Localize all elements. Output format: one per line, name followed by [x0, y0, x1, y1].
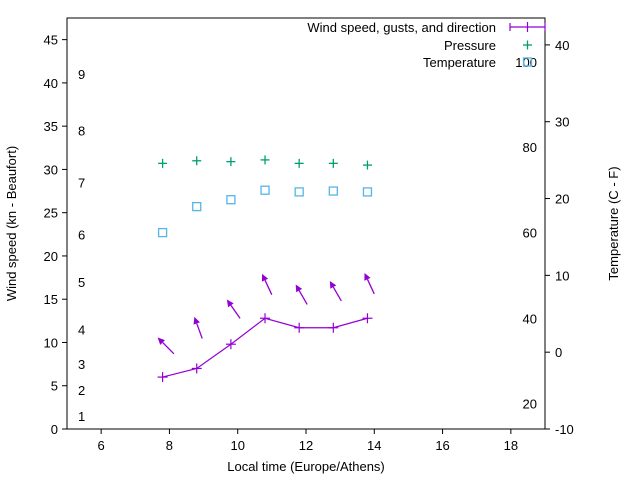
- y-axis-tick-label: 25: [44, 206, 58, 221]
- beaufort-scale-label: 2: [78, 383, 85, 398]
- y-axis-tick-label: 10: [44, 335, 58, 350]
- temperature-marker: [260, 185, 270, 195]
- y-axis-tick-label: 15: [44, 292, 58, 307]
- temperature-marker: [226, 195, 236, 205]
- y2-axis-tick-label: 10: [555, 268, 569, 283]
- wind-direction-arrow: [226, 299, 241, 319]
- legend-label-0: Wind speed, gusts, and direction: [307, 20, 496, 35]
- x-axis-tick-label: 10: [230, 438, 244, 453]
- y2-axis-tick-label: 20: [555, 192, 569, 207]
- y-axis-tick-label: 40: [44, 76, 58, 91]
- fahrenheit-scale-label: 40: [523, 311, 537, 326]
- fahrenheit-scale-label: 80: [523, 140, 537, 155]
- fahrenheit-scale-label: 60: [523, 225, 537, 240]
- temperature-marker: [192, 201, 202, 212]
- x-axis-tick-label: 16: [435, 438, 449, 453]
- legend-label-2: Temperature: [423, 55, 496, 70]
- temperature-marker: [328, 186, 338, 196]
- legend-swatch-temperature: [522, 57, 533, 67]
- beaufort-scale-label: 7: [78, 175, 85, 190]
- wind-direction-arrow: [329, 281, 342, 302]
- wind-direction-arrow: [295, 284, 308, 305]
- y-axis-tick-label: 35: [44, 119, 58, 134]
- beaufort-scale-label: 9: [78, 67, 85, 82]
- y-axis-tick-label: 0: [51, 422, 58, 437]
- wind-direction-arrow: [261, 273, 273, 295]
- x-axis-title: Local time (Europe/Athens): [227, 459, 385, 474]
- fahrenheit-scale-label: 20: [523, 397, 537, 412]
- plot-border: [66, 17, 546, 430]
- fahrenheit-scale-label: 100: [515, 55, 537, 70]
- beaufort-scale-label: 8: [78, 123, 85, 138]
- y2-axis-tick-label: 0: [555, 345, 562, 360]
- x-axis-tick-label: 12: [299, 438, 313, 453]
- beaufort-scale-label: 5: [78, 275, 85, 290]
- wind-direction-arrow: [193, 316, 203, 339]
- y2-axis-tick-label: -10: [555, 422, 574, 437]
- temperature-marker: [157, 227, 168, 238]
- legend-label-1: Pressure: [444, 38, 496, 53]
- wind-direction-arrow: [364, 272, 375, 295]
- y-axis-tick-label: 5: [51, 379, 58, 394]
- x-axis-tick-label: 6: [98, 438, 105, 453]
- x-axis-tick-label: 14: [367, 438, 381, 453]
- temperature-marker: [362, 187, 373, 197]
- beaufort-scale-label: 6: [78, 227, 85, 242]
- beaufort-scale-label: 1: [78, 409, 85, 424]
- y2-axis-tick-label: 30: [555, 115, 569, 130]
- beaufort-scale-label: 4: [78, 322, 85, 337]
- x-axis-tick-label: 18: [504, 438, 518, 453]
- y2-axis-tick-label: 40: [555, 38, 569, 53]
- wind-direction-arrow: [157, 337, 175, 355]
- temperature-marker: [294, 187, 304, 197]
- y-axis-title: Wind speed (kn - Beaufort): [4, 146, 19, 301]
- y-axis-tick-label: 45: [44, 33, 58, 48]
- y-axis-tick-label: 20: [44, 249, 58, 264]
- x-axis-tick-label: 8: [166, 438, 173, 453]
- beaufort-scale-label: 3: [78, 357, 85, 372]
- y2-axis-title: Temperature (C - F): [606, 166, 621, 280]
- y-axis-tick-label: 30: [44, 162, 58, 177]
